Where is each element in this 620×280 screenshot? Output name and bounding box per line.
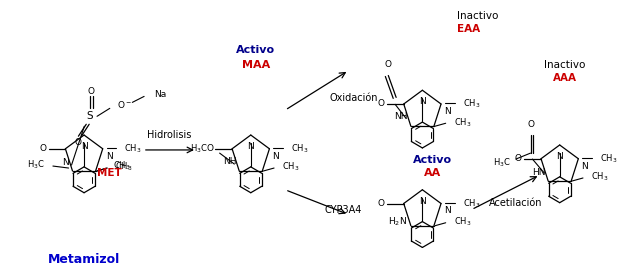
Text: MET: MET (97, 168, 122, 178)
Text: O: O (515, 154, 522, 163)
Text: N: N (81, 142, 87, 151)
Text: CH$_3$: CH$_3$ (454, 216, 471, 228)
Text: HN: HN (532, 168, 545, 177)
Text: CH$_3$: CH$_3$ (115, 161, 133, 173)
Text: CH$_3$: CH$_3$ (113, 160, 131, 172)
Text: CYP3A4: CYP3A4 (324, 205, 361, 215)
Text: O: O (206, 144, 213, 153)
Text: Acetilación: Acetilación (489, 198, 542, 208)
Text: CH$_3$: CH$_3$ (463, 197, 480, 210)
Text: O: O (385, 60, 392, 69)
Text: H$_3$C: H$_3$C (493, 157, 511, 169)
Text: N: N (419, 97, 426, 106)
Text: AAA: AAA (552, 73, 577, 83)
Text: N: N (582, 162, 588, 171)
Text: Inactivo: Inactivo (544, 60, 585, 70)
Text: N: N (62, 158, 69, 167)
Text: O: O (528, 120, 535, 129)
Text: N: N (444, 206, 451, 216)
Text: CH$_3$: CH$_3$ (591, 171, 608, 183)
Text: Oxidación: Oxidación (329, 93, 378, 103)
Text: N: N (444, 107, 451, 116)
Text: Activo: Activo (236, 45, 275, 55)
Text: Activo: Activo (413, 155, 452, 165)
Text: MAA: MAA (242, 60, 270, 70)
Text: S: S (87, 111, 94, 121)
Text: CH$_3$: CH$_3$ (291, 143, 309, 155)
Text: H$_3$C: H$_3$C (190, 143, 208, 155)
Text: H$_2$N: H$_2$N (388, 216, 407, 228)
Text: CH$_3$: CH$_3$ (463, 98, 480, 110)
Text: CH$_3$: CH$_3$ (454, 116, 471, 129)
Text: O: O (75, 138, 82, 147)
Text: H$_3$C: H$_3$C (27, 159, 45, 171)
Text: O: O (39, 144, 46, 153)
Text: Metamizol: Metamizol (48, 253, 120, 266)
Text: O$^-$: O$^-$ (117, 99, 131, 110)
Text: O: O (378, 199, 384, 208)
Text: NH: NH (223, 157, 236, 166)
Text: N: N (419, 197, 426, 206)
Text: N: N (105, 152, 112, 161)
Text: CH$_3$: CH$_3$ (124, 143, 142, 155)
Text: N: N (272, 152, 279, 161)
Text: O: O (87, 87, 95, 96)
Text: N: N (247, 142, 254, 151)
Text: AA: AA (423, 168, 441, 178)
Text: CH$_3$: CH$_3$ (600, 153, 618, 165)
Text: Na: Na (154, 90, 166, 99)
Text: Hidrolisis: Hidrolisis (147, 130, 192, 140)
Text: NH: NH (394, 112, 408, 121)
Text: EAA: EAA (457, 24, 480, 34)
Text: Inactivo: Inactivo (457, 11, 498, 21)
Text: N: N (556, 152, 563, 161)
Text: CH$_3$: CH$_3$ (282, 161, 299, 173)
Text: O: O (378, 99, 384, 108)
